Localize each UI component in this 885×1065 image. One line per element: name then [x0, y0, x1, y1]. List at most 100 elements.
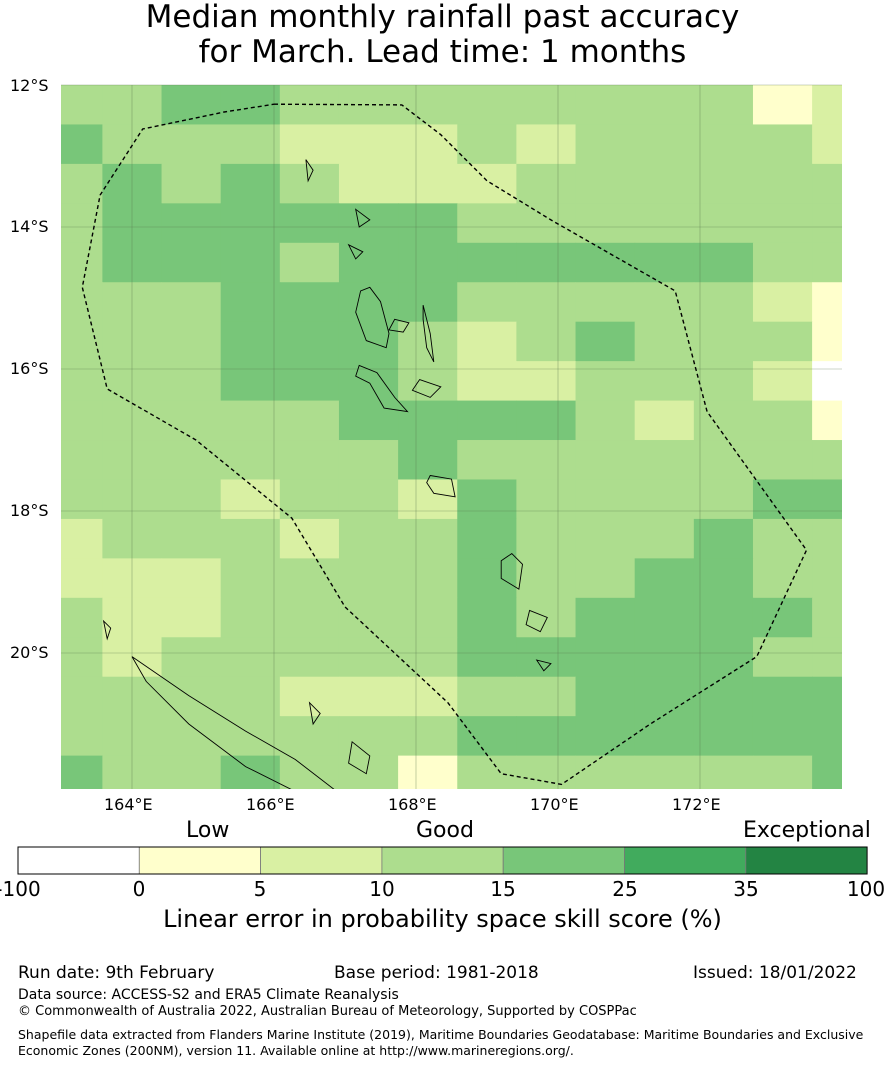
grid-cell [575, 558, 636, 599]
grid-cell [871, 440, 885, 480]
colorbar-tick: 0 [132, 877, 146, 901]
grid-cell [516, 755, 577, 789]
grid-cell [812, 440, 842, 480]
grid-cell [753, 795, 813, 800]
grid-cell [812, 676, 842, 717]
grid-cell [220, 361, 281, 402]
grid-cell [634, 716, 695, 757]
grid-cell [752, 558, 813, 599]
lon-label-172e: 172°E [672, 795, 721, 814]
grid-cell [338, 597, 399, 638]
grid-cell [61, 716, 103, 757]
island-outline [422, 304, 435, 363]
grid-cell [279, 440, 340, 480]
grid-cell [161, 637, 222, 678]
grid-cell [575, 321, 636, 362]
map-canvas[interactable] [0, 70, 885, 800]
grid-cell [516, 282, 577, 323]
island-outline [355, 208, 371, 228]
grid-cell [457, 400, 517, 441]
grid-cell [161, 361, 222, 402]
grid-cell [61, 85, 103, 125]
grid-cell [693, 124, 754, 165]
grid-cell [871, 756, 885, 796]
grid-cell [220, 518, 281, 559]
grid-cell [457, 597, 517, 638]
grid-cell [812, 321, 842, 362]
grid-cell [398, 676, 458, 717]
grid-cell [752, 203, 813, 244]
grid-cell [220, 479, 281, 520]
grid-cell [871, 716, 885, 756]
grid-cell [516, 716, 577, 757]
grid-cell [575, 755, 636, 789]
grid-cell [61, 597, 103, 638]
grid-cell [61, 361, 103, 402]
grid-cell [220, 203, 281, 244]
island-outline [308, 701, 321, 726]
grid-cell [634, 440, 695, 480]
grid-cell [871, 282, 885, 322]
grid-cell [871, 519, 885, 559]
island-outline [102, 619, 112, 641]
grid-cell [516, 242, 577, 283]
grid-cell [693, 440, 754, 480]
grid-cell [812, 518, 842, 559]
colorbar [17, 846, 868, 875]
grid-cell [871, 243, 885, 283]
grid-cell [338, 637, 399, 678]
grid-cell [61, 242, 103, 283]
grid-cell [693, 282, 754, 323]
grid-cell [693, 518, 754, 559]
grid-cell [220, 755, 281, 789]
grid-cell [279, 163, 340, 204]
grid-cell [457, 558, 517, 599]
grid-cell [338, 558, 399, 599]
grid-cell [812, 716, 842, 757]
grid-cell [812, 795, 872, 800]
grid-cell [575, 124, 636, 165]
grid-cell [398, 400, 458, 441]
grid-cell [634, 282, 695, 323]
grid-cell [693, 479, 754, 520]
grid-cell [575, 85, 636, 125]
grid-cell [575, 518, 636, 559]
grid-cell [398, 361, 458, 402]
grid-cell [398, 85, 458, 125]
grid-cell [516, 203, 577, 244]
grid-cell [161, 400, 222, 441]
island-outline [347, 243, 364, 260]
grid-cell [516, 597, 577, 638]
grid-cell [812, 163, 842, 204]
category-exceptional: Exceptional [743, 818, 871, 843]
page-title: Median monthly rainfall past accuracy fo… [0, 0, 885, 70]
grid-cell [634, 479, 695, 520]
eez-boundary [81, 103, 808, 786]
grid-cell [575, 479, 636, 520]
colorbar-tick: -100 [0, 877, 41, 901]
colorbar-tick: 15 [490, 877, 516, 901]
grid-cell [634, 163, 695, 204]
grid-cell [812, 361, 842, 402]
title-line-2: for March. Lead time: 1 months [198, 34, 687, 70]
grid-cell [812, 85, 842, 125]
grid-cell [220, 163, 281, 204]
grid-cell [812, 124, 842, 165]
island-outline [355, 364, 409, 413]
grid-cell [398, 755, 458, 789]
grid-cell [61, 637, 103, 678]
grid-cell [634, 124, 695, 165]
copyright: © Commonwealth of Australia 2022, Austra… [18, 1004, 637, 1019]
grid-cell [693, 676, 754, 717]
grid-cell [61, 400, 103, 441]
run-date: Run date: 9th February [18, 963, 215, 983]
grid-cell [752, 400, 813, 441]
colorbar-segment [381, 846, 504, 875]
grid-cell [457, 637, 517, 678]
grid-cell [871, 203, 885, 243]
grid-cell [516, 163, 577, 204]
grid-cell [398, 558, 458, 599]
grid-cell [752, 282, 813, 323]
grid-cell [576, 795, 636, 800]
colorbar-tick: 10 [369, 877, 395, 901]
